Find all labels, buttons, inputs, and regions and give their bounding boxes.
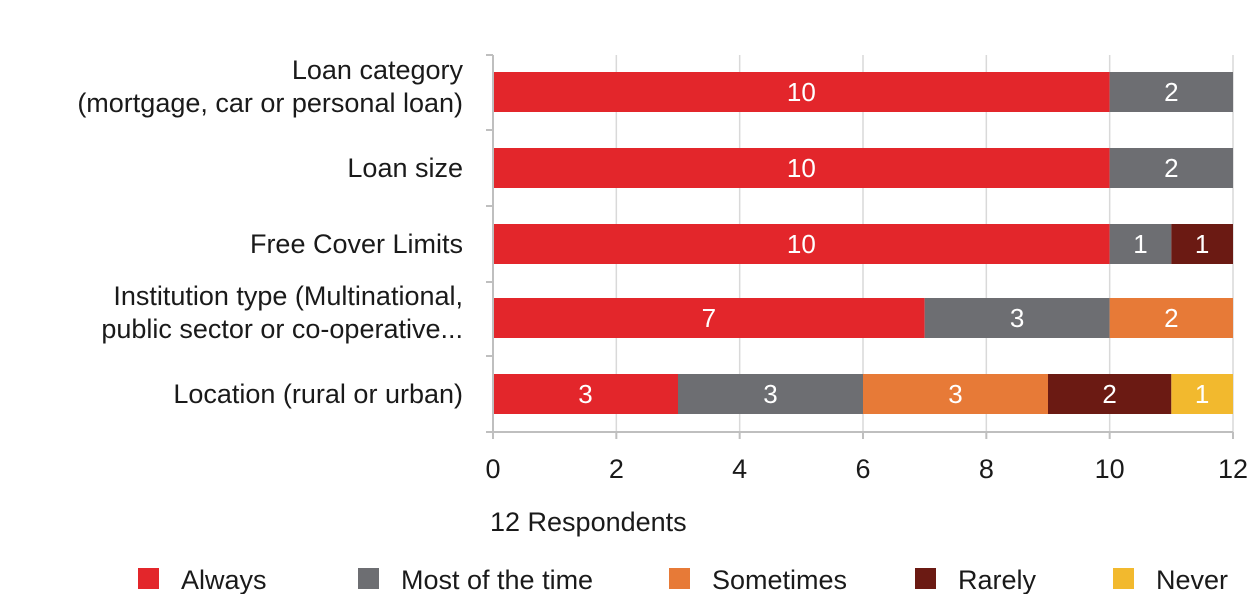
x-tick-label: 12: [1218, 454, 1248, 484]
data-label: 10: [787, 77, 816, 107]
legend-label: Most of the time: [401, 565, 593, 594]
category-label-line: (mortgage, car or personal loan): [77, 88, 463, 118]
bar-segment: [1048, 374, 1172, 414]
data-label: 2: [1164, 153, 1178, 183]
bar-segment: [1109, 72, 1233, 112]
data-label: 3: [763, 379, 777, 409]
bar-segment: [493, 374, 678, 414]
x-axis-title: 12 Respondents: [490, 507, 687, 537]
legend-swatch: [669, 568, 690, 589]
legend-swatch: [138, 568, 159, 589]
data-label: 2: [1102, 379, 1116, 409]
category-label: Loan category (mortgage, car or personal …: [77, 55, 463, 118]
data-label: 1: [1195, 229, 1209, 259]
category-label: Location (rural or urban): [173, 379, 463, 409]
y-axis: [486, 54, 494, 433]
legend-swatch: [358, 568, 379, 589]
category-label-line: public sector or co-operative...: [101, 314, 463, 344]
bar-segment: [1171, 224, 1233, 264]
category-label: Free Cover Limits: [250, 229, 463, 259]
legend: Always Most of the time Sometimes Rarely Nev…: [138, 565, 1228, 594]
bar-segment: [493, 72, 1110, 112]
category-label-line: Institution type (Multinational,: [113, 281, 463, 311]
category-labels: Loan category (mortgage, car or personal …: [77, 55, 463, 409]
bar-segment: [1109, 224, 1172, 264]
x-axis: 0 2 4 6 8 10 12: [485, 431, 1248, 484]
x-tick-label: 8: [979, 454, 994, 484]
legend-label: Never: [1156, 565, 1228, 594]
data-label: 2: [1164, 77, 1178, 107]
category-label-line: Loan category: [292, 55, 464, 85]
category-label: Loan size: [347, 153, 463, 183]
bar-segment: [493, 224, 1110, 264]
x-tick-label: 6: [855, 454, 870, 484]
data-label: 3: [578, 379, 592, 409]
data-label: 2: [1164, 303, 1178, 333]
bar-segment: [493, 298, 925, 338]
data-label: 1: [1195, 379, 1209, 409]
bar-segment: [493, 148, 1110, 188]
data-label: 10: [787, 153, 816, 183]
x-tick-label: 0: [485, 454, 500, 484]
data-label: 3: [1010, 303, 1024, 333]
data-labels: 10 210 210 1 17 3 23 3 3 2 1: [578, 77, 1209, 409]
x-tick-label: 10: [1095, 454, 1125, 484]
bar-segment: [1109, 148, 1233, 188]
x-tick-label: 4: [732, 454, 747, 484]
legend-label: Always: [181, 565, 267, 594]
bar-segment: [1171, 374, 1233, 414]
data-label: 3: [948, 379, 962, 409]
bar-segment: [863, 374, 1048, 414]
data-label: 10: [787, 229, 816, 259]
legend-swatch: [1113, 568, 1134, 589]
data-label: 1: [1133, 229, 1147, 259]
bar-segment: [678, 374, 863, 414]
x-tick-label: 2: [609, 454, 624, 484]
legend-label: Sometimes: [712, 565, 847, 594]
legend-swatch: [915, 568, 936, 589]
data-label: 7: [702, 303, 716, 333]
legend-label: Rarely: [958, 565, 1037, 594]
bar-segment: [924, 298, 1110, 338]
bar-segment: [1109, 298, 1233, 338]
category-label: Institution type (Multinational, public s…: [101, 281, 463, 344]
bars: [493, 72, 1233, 414]
